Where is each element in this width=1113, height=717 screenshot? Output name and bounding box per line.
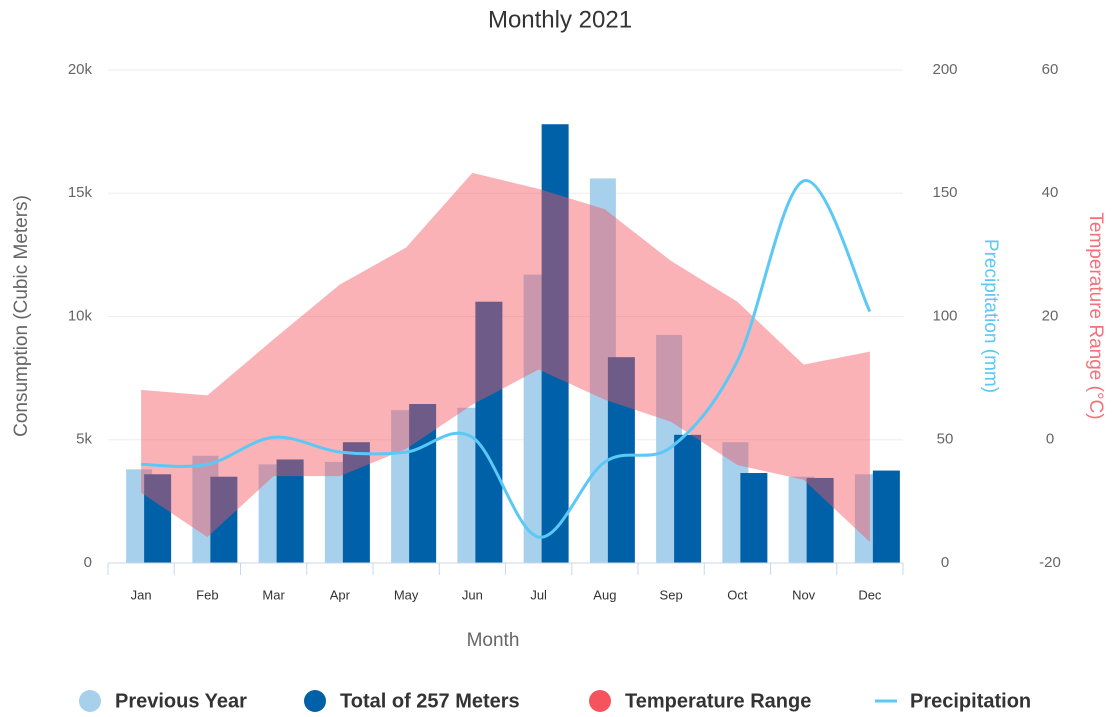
legend-label: Previous Year bbox=[115, 690, 247, 712]
y3-tick-label: 60 bbox=[1042, 61, 1059, 78]
x-tick-label: Apr bbox=[330, 587, 351, 602]
x-tick-label: Jan bbox=[131, 587, 152, 602]
y2-axis-title: Precipitation (mm) bbox=[980, 239, 1001, 393]
legend-label: Total of 257 Meters bbox=[340, 690, 520, 712]
legend-label: Precipitation bbox=[910, 690, 1031, 712]
x-tick-label: Oct bbox=[727, 587, 748, 602]
bars bbox=[126, 124, 900, 563]
bar bbox=[342, 442, 370, 563]
overlays bbox=[141, 172, 872, 543]
y2-tick-label: 50 bbox=[937, 431, 954, 448]
precipitation-line bbox=[141, 179, 872, 539]
y2-tick-label: 150 bbox=[932, 184, 957, 201]
y-axis-title: Consumption (Cubic Meters) bbox=[11, 195, 32, 437]
y2-tick-label: 100 bbox=[932, 307, 957, 324]
axes: 0 5k 10k 15k 20k 0 50 100 150 200 -20 0 20 40 60 Jan Feb… bbox=[68, 61, 1061, 602]
bar bbox=[409, 404, 437, 563]
x-tick-label: Nov bbox=[792, 587, 816, 602]
x-tick-label: May bbox=[394, 587, 419, 602]
x-tick-label: Feb bbox=[196, 587, 218, 602]
legend-symbol bbox=[79, 690, 101, 712]
bar bbox=[475, 301, 503, 563]
legend-label: Temperature Range bbox=[625, 690, 811, 712]
legend-symbol bbox=[589, 690, 611, 712]
y-tick-label: 10k bbox=[68, 307, 93, 324]
y3-tick-label: 40 bbox=[1042, 184, 1059, 201]
bar bbox=[740, 473, 768, 563]
bar bbox=[806, 477, 834, 563]
y-tick-label: 5k bbox=[76, 431, 92, 448]
bar bbox=[674, 434, 702, 563]
legend: Previous Year Total of 257 Meters Temperat… bbox=[79, 690, 1031, 712]
y3-axis-title: Temperature Range (°C) bbox=[1085, 212, 1106, 419]
y3-tick-label: 20 bbox=[1042, 307, 1059, 324]
y-tick-label: 20k bbox=[68, 61, 93, 78]
bar bbox=[541, 124, 569, 563]
y3-tick-label: -20 bbox=[1039, 554, 1061, 571]
bar bbox=[144, 474, 172, 563]
x-tick-label: Mar bbox=[262, 587, 285, 602]
grid bbox=[108, 69, 903, 441]
bar bbox=[276, 459, 304, 563]
legend-symbol bbox=[304, 690, 326, 712]
x-tick-label: Jul bbox=[530, 587, 547, 602]
bar bbox=[607, 357, 635, 563]
x-tick-label: Aug bbox=[593, 587, 616, 602]
bar bbox=[872, 470, 900, 563]
y3-tick-label: 0 bbox=[1046, 431, 1054, 448]
bar bbox=[210, 476, 238, 563]
chart-title: Monthly 2021 bbox=[488, 6, 632, 33]
x-axis-title: Month bbox=[467, 630, 520, 651]
x-tick-label: Dec bbox=[858, 587, 882, 602]
x-tick-label: Jun bbox=[462, 587, 483, 602]
y2-tick-label: 200 bbox=[932, 61, 957, 78]
y-tick-label: 0 bbox=[84, 554, 92, 571]
y2-tick-label: 0 bbox=[941, 554, 949, 571]
y-tick-label: 15k bbox=[68, 184, 93, 201]
x-tick-label: Sep bbox=[660, 587, 683, 602]
